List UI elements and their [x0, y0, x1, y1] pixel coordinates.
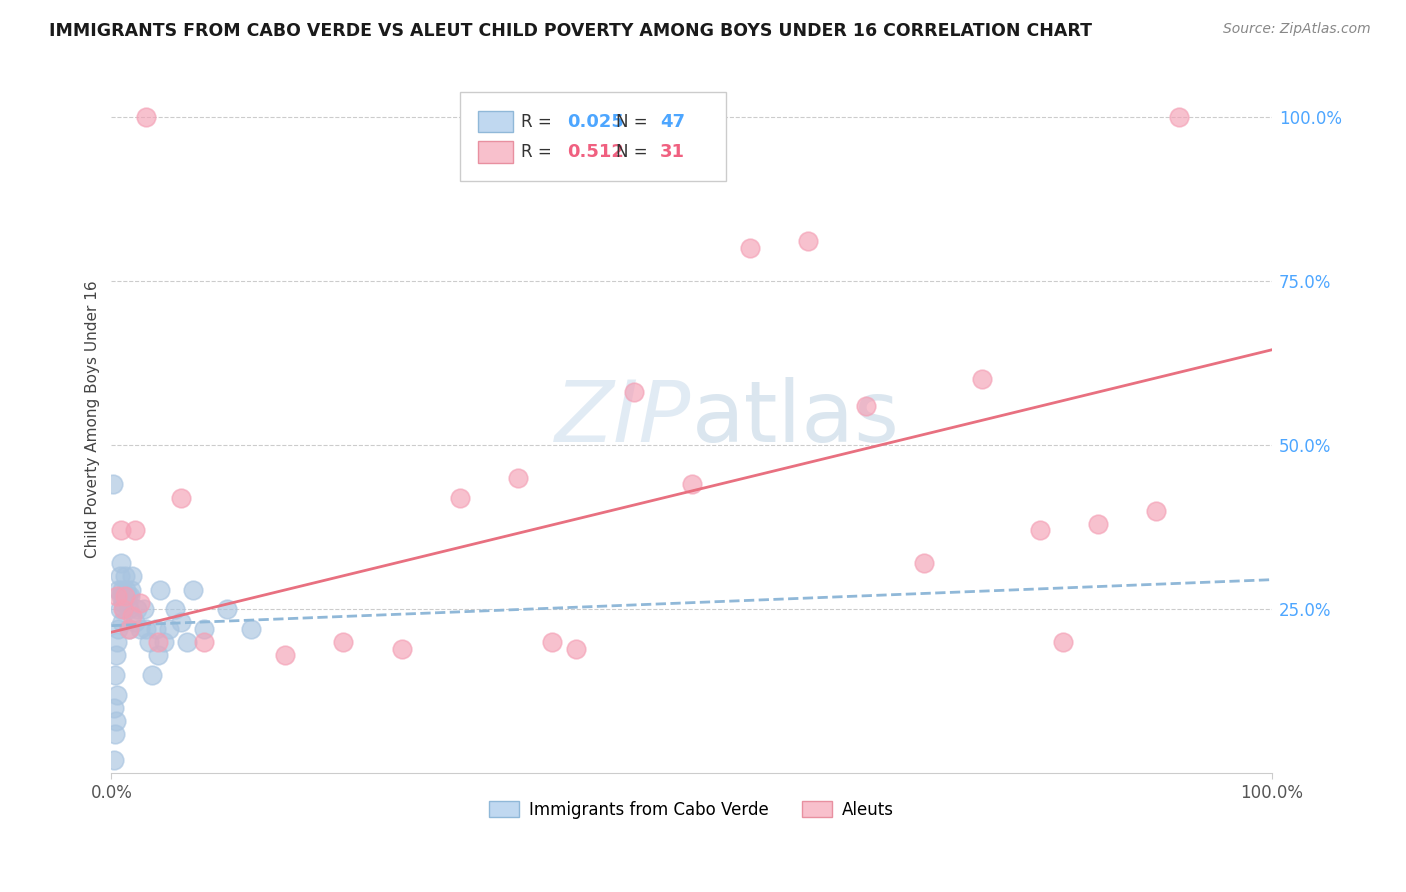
Point — [541, 635, 564, 649]
Point — [111, 596, 134, 610]
Point — [1052, 635, 1074, 649]
Text: N =: N = — [616, 143, 652, 161]
Point — [111, 602, 134, 616]
Text: R =: R = — [522, 143, 557, 161]
Point — [145, 622, 167, 636]
Point — [105, 589, 128, 603]
Point — [855, 399, 877, 413]
Point — [165, 602, 187, 616]
Point — [111, 615, 134, 630]
Point — [121, 569, 143, 583]
Point — [1029, 524, 1052, 538]
Legend: Immigrants from Cabo Verde, Aleuts: Immigrants from Cabo Verde, Aleuts — [482, 794, 901, 825]
Point — [117, 589, 139, 603]
Point — [146, 635, 169, 649]
Point — [623, 385, 645, 400]
Text: Source: ZipAtlas.com: Source: ZipAtlas.com — [1223, 22, 1371, 37]
Point — [138, 635, 160, 649]
Point — [118, 602, 141, 616]
Text: 47: 47 — [661, 112, 685, 130]
Point — [103, 753, 125, 767]
Point — [1168, 110, 1191, 124]
Point — [108, 602, 131, 616]
Point — [129, 596, 152, 610]
Point — [170, 615, 193, 630]
Point — [125, 602, 148, 616]
Point — [110, 556, 132, 570]
Text: 0.512: 0.512 — [568, 143, 624, 161]
Point — [121, 608, 143, 623]
Point — [176, 635, 198, 649]
Point — [104, 668, 127, 682]
Point — [332, 635, 354, 649]
FancyBboxPatch shape — [478, 111, 513, 132]
Point — [149, 582, 172, 597]
Text: R =: R = — [522, 112, 557, 130]
FancyBboxPatch shape — [478, 141, 513, 162]
Point — [101, 477, 124, 491]
Point — [120, 582, 142, 597]
Point — [391, 641, 413, 656]
Point — [796, 235, 818, 249]
Point — [181, 582, 204, 597]
Text: 31: 31 — [661, 143, 685, 161]
Point — [132, 602, 155, 616]
Point — [118, 622, 141, 636]
Point — [114, 569, 136, 583]
Y-axis label: Child Poverty Among Boys Under 16: Child Poverty Among Boys Under 16 — [86, 280, 100, 558]
FancyBboxPatch shape — [460, 93, 727, 181]
Point — [105, 635, 128, 649]
Point — [111, 589, 134, 603]
Point — [239, 622, 262, 636]
Point — [124, 615, 146, 630]
Point — [912, 556, 935, 570]
Text: IMMIGRANTS FROM CABO VERDE VS ALEUT CHILD POVERTY AMONG BOYS UNDER 16 CORRELATIO: IMMIGRANTS FROM CABO VERDE VS ALEUT CHIL… — [49, 22, 1092, 40]
Point — [217, 602, 239, 616]
Point — [274, 648, 297, 663]
Point — [104, 727, 127, 741]
Point — [118, 622, 141, 636]
Point — [115, 582, 138, 597]
Text: atlas: atlas — [692, 377, 900, 460]
Point — [124, 524, 146, 538]
Point — [105, 688, 128, 702]
Point — [170, 491, 193, 505]
Point — [110, 589, 132, 603]
Point — [135, 622, 157, 636]
Point — [108, 569, 131, 583]
Point — [114, 589, 136, 603]
Point — [193, 622, 215, 636]
Point — [118, 589, 141, 603]
Point — [506, 471, 529, 485]
Point — [738, 241, 761, 255]
Point — [193, 635, 215, 649]
Point — [112, 602, 135, 616]
Point — [1144, 504, 1167, 518]
Text: 0.025: 0.025 — [568, 112, 624, 130]
Point — [1087, 516, 1109, 531]
Point — [681, 477, 703, 491]
Point — [449, 491, 471, 505]
Point — [564, 641, 586, 656]
Point — [159, 622, 181, 636]
Text: ZIP: ZIP — [555, 377, 692, 460]
Point — [111, 582, 134, 597]
Text: N =: N = — [616, 112, 652, 130]
Point — [110, 524, 132, 538]
Point — [105, 648, 128, 663]
Point — [135, 110, 157, 124]
Point — [146, 648, 169, 663]
Point — [107, 582, 129, 597]
Point — [103, 700, 125, 714]
Point — [105, 714, 128, 728]
Point — [107, 622, 129, 636]
Point — [129, 622, 152, 636]
Point — [141, 668, 163, 682]
Point — [152, 635, 174, 649]
Point — [970, 372, 993, 386]
